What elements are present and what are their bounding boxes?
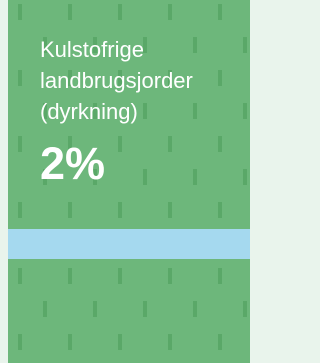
river (8, 229, 250, 259)
title-line: landbrugsjorder (40, 65, 193, 96)
title-line: Kulstofrige (40, 34, 193, 65)
info-card: Kulstofrige landbrugsjorder (dyrkning) 2… (8, 0, 250, 363)
page: {"card": {"title_lines": ["Kulstofrige",… (0, 0, 257, 363)
card-title: Kulstofrige landbrugsjorder (dyrkning) (40, 34, 193, 127)
card-value: 2% (40, 136, 105, 192)
title-line: (dyrkning) (40, 96, 193, 127)
